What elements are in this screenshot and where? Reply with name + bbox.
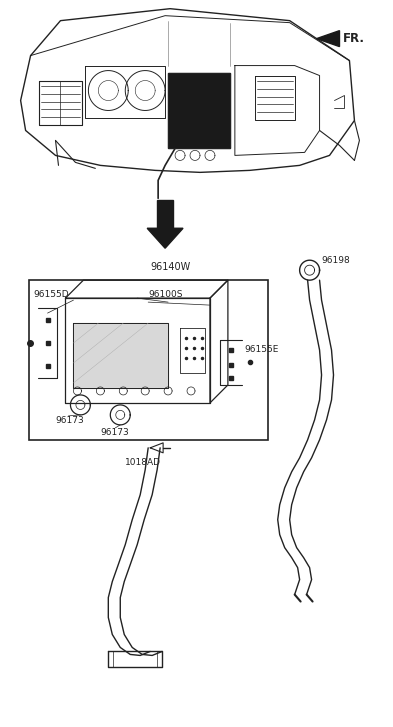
Polygon shape: [168, 73, 230, 148]
Text: 96155E: 96155E: [245, 345, 279, 354]
Text: 1018AD: 1018AD: [125, 458, 161, 467]
Text: 96173: 96173: [55, 416, 84, 425]
Text: 96155D: 96155D: [33, 290, 69, 299]
Polygon shape: [317, 31, 340, 47]
Bar: [29, 280, 268, 440]
Polygon shape: [157, 201, 173, 228]
Text: 96198: 96198: [321, 256, 350, 265]
Polygon shape: [147, 228, 183, 248]
Text: 96100S: 96100S: [148, 290, 183, 299]
Text: FR.: FR.: [342, 32, 364, 45]
Text: 96173: 96173: [100, 428, 129, 437]
Text: 96140W: 96140W: [150, 262, 190, 272]
Polygon shape: [73, 323, 168, 388]
